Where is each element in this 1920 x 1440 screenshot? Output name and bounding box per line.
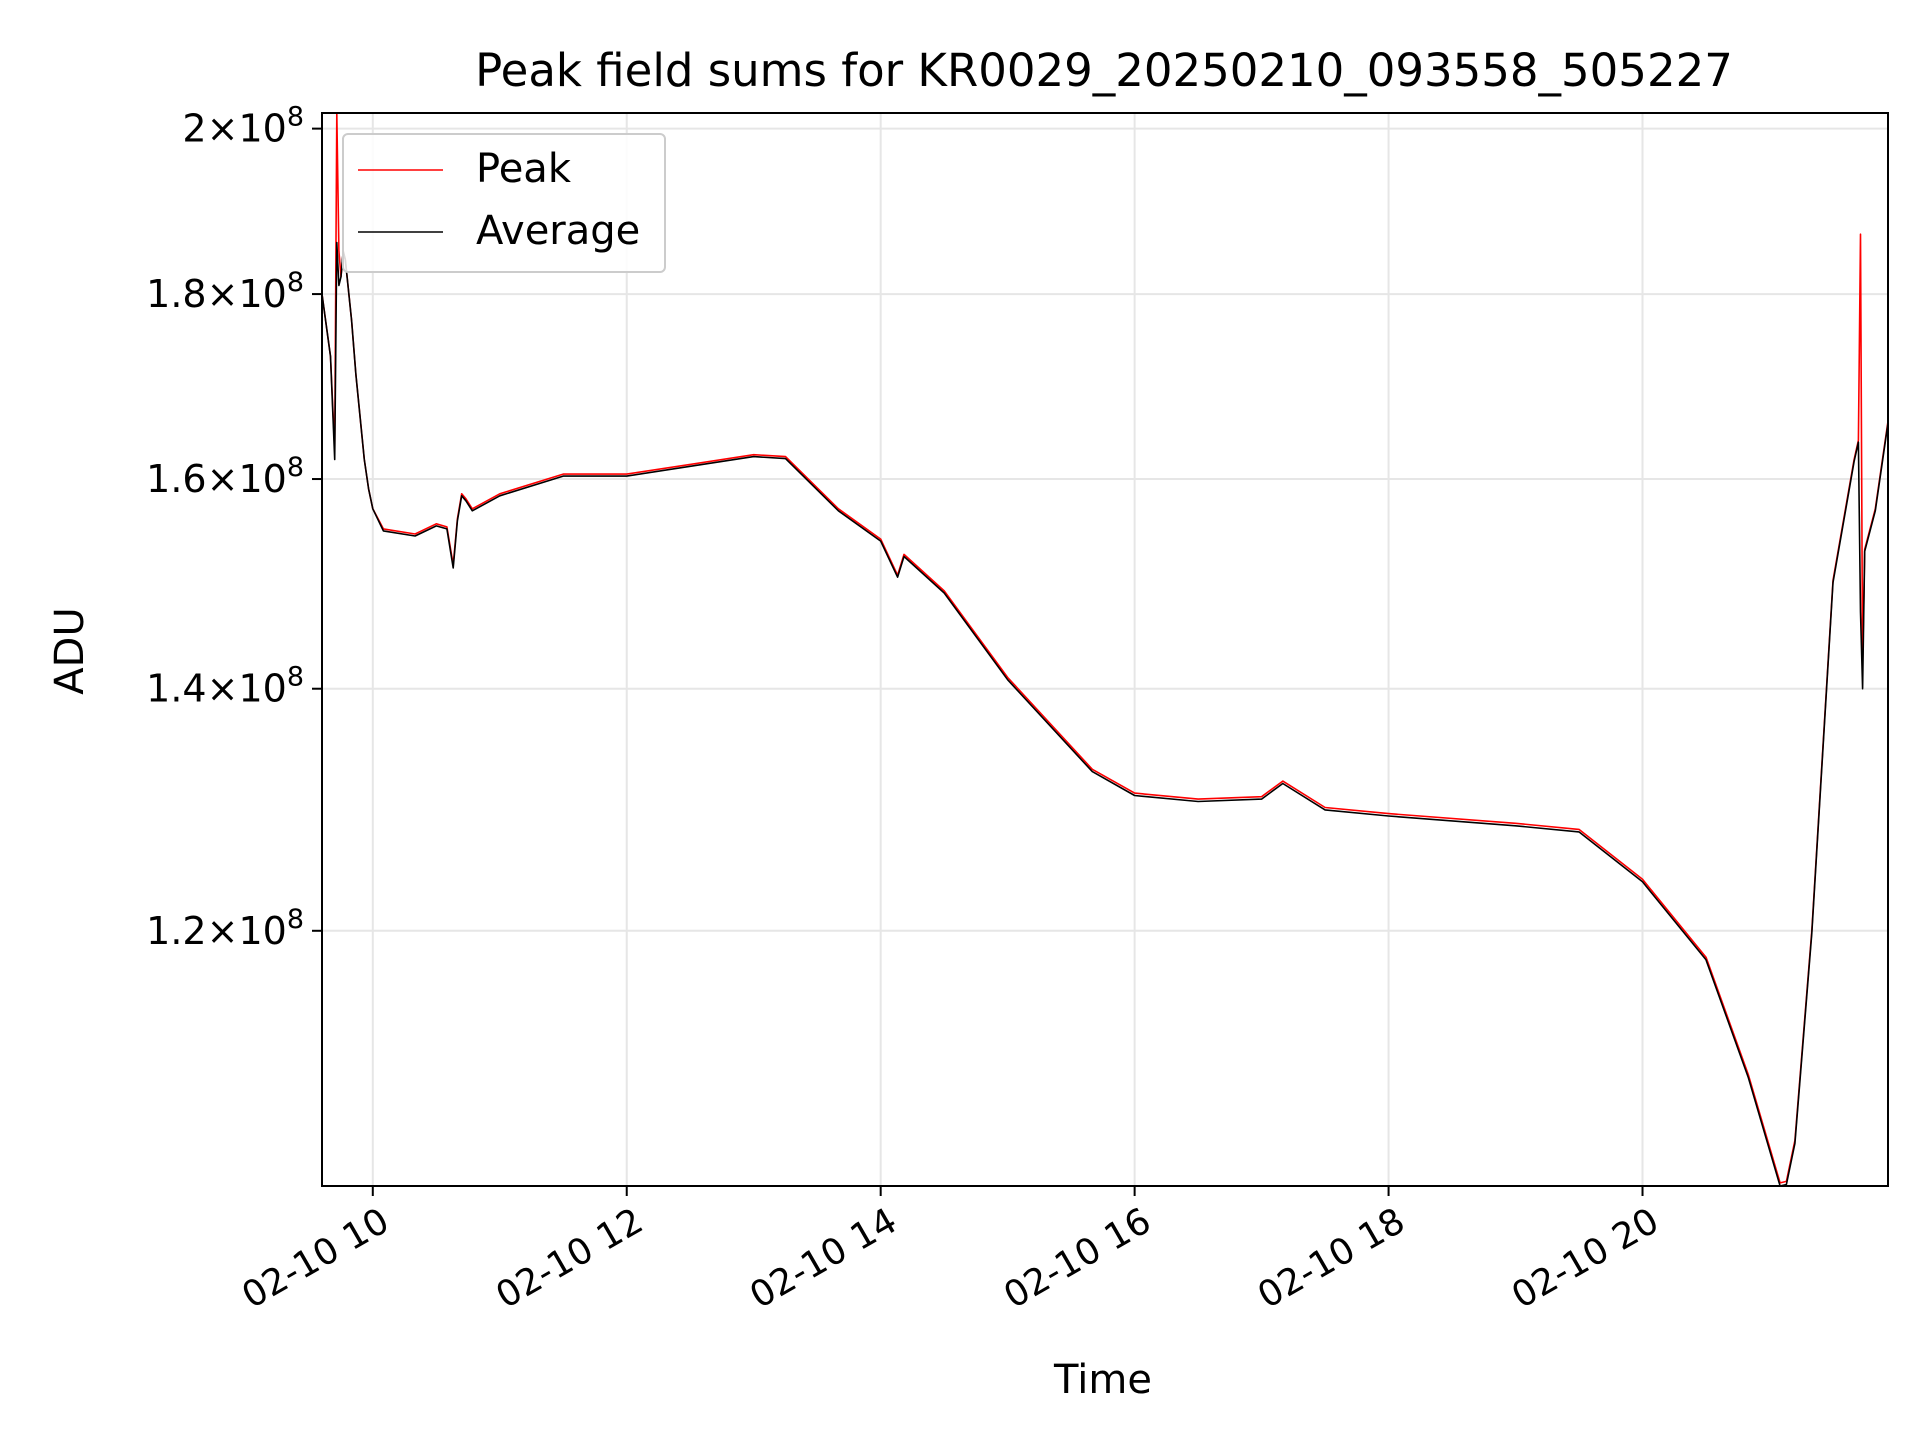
y-tick-base: 10 [238,909,286,953]
y-tick-label: 1.6×108 [146,452,304,501]
y-tick-mantissa: 1.8 [146,272,206,316]
y-tick-times: × [207,667,239,711]
y-tick-exponent: 8 [287,904,304,935]
legend-label-peak: Peak [476,146,572,192]
legend-label-average: Average [476,208,640,254]
x-axis-label: Time [1053,1357,1152,1403]
legend-box [342,133,666,273]
y-tick-base: 10 [238,667,286,711]
y-tick-mantissa: 1.2 [146,909,206,953]
legend: Peak Average [342,133,666,273]
y-tick-base: 10 [238,457,286,501]
y-tick-exponent: 8 [287,452,304,483]
y-tick-label: 1.2×108 [146,904,304,953]
y-axis-label: ADU [47,607,93,694]
series-lines [322,113,1888,1186]
y-tick-mantissa: 2 [182,107,206,151]
y-tick-times: × [207,272,239,316]
y-tick-label: 2×108 [182,102,304,151]
y-tick-exponent: 8 [287,267,304,298]
y-tick-exponent: 8 [287,662,304,693]
y-tick-mantissa: 1.4 [146,667,206,711]
y-tick-times: × [207,107,239,151]
y-tick-base: 10 [238,107,286,151]
plot-frame [321,112,1889,1187]
y-tick-label: 1.8×108 [146,267,304,316]
chart-title: Peak field sums for KR0029_20250210_0935… [475,44,1733,97]
y-tick-mantissa: 1.6 [146,457,206,501]
series-line-average [322,241,1888,1186]
y-tick-label: 1.4×108 [146,662,304,711]
y-tick-exponent: 8 [287,102,304,133]
y-tick-times: × [207,457,239,501]
y-tick-times: × [207,909,239,953]
gridlines [322,113,1888,1186]
y-tick-base: 10 [238,272,286,316]
